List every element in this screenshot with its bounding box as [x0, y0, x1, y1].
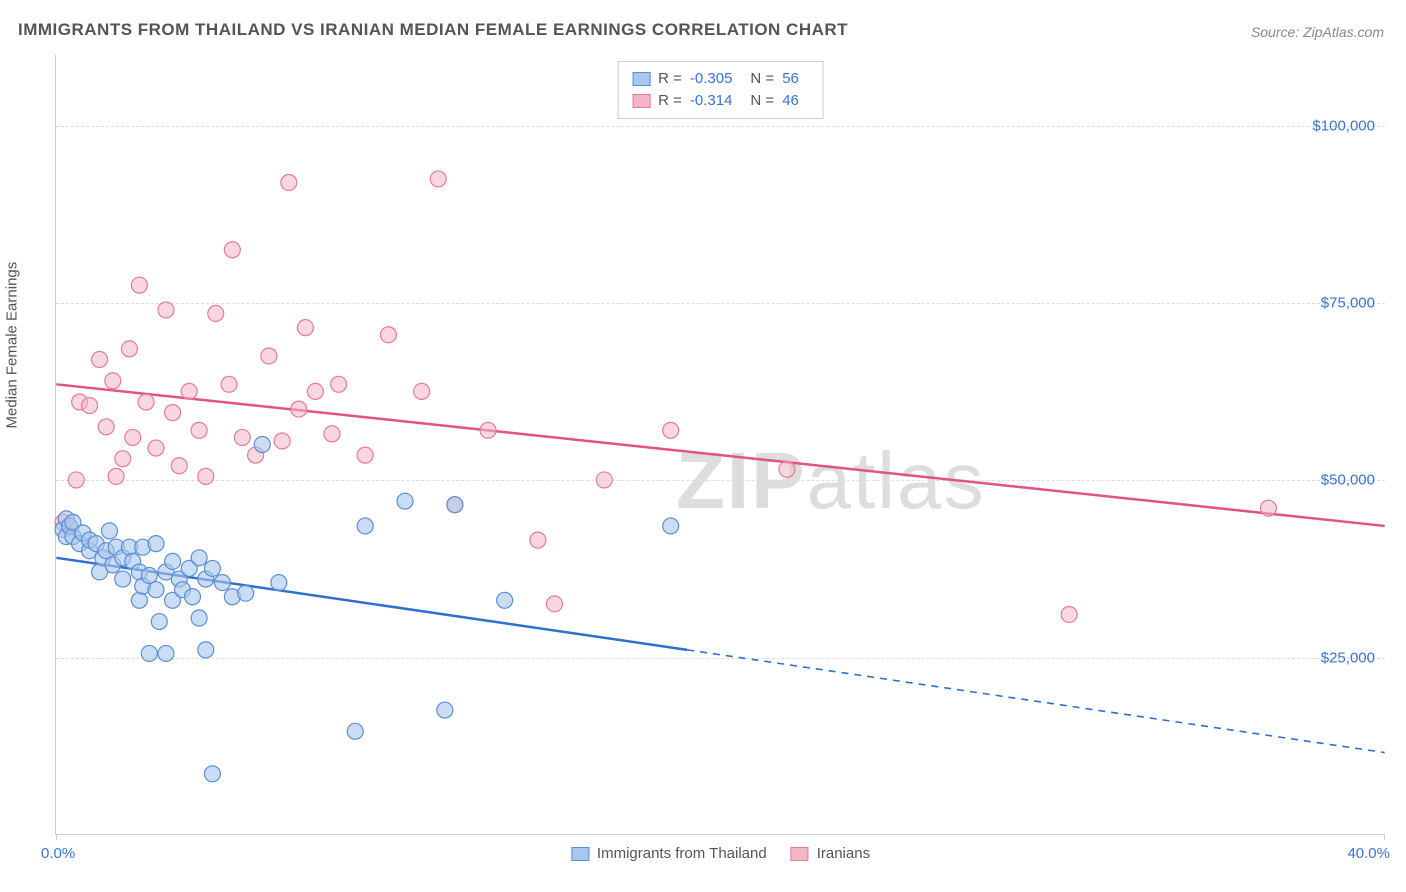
y-tick-label: $25,000 — [1321, 649, 1375, 666]
x-tick-label-right: 40.0% — [1347, 845, 1390, 862]
n-label-0: N = — [750, 68, 774, 90]
x-tick-label-left: 0.0% — [41, 845, 75, 862]
series-legend-item-0: Immigrants from Thailand — [571, 845, 767, 862]
y-axis-label: Median Female Earnings — [4, 262, 21, 429]
n-value-0: 56 — [782, 68, 799, 90]
r-value-0: -0.305 — [690, 68, 733, 90]
series-legend-item-1: Iranians — [791, 845, 870, 862]
swatch-series-0 — [632, 72, 650, 86]
stats-legend-row-1: R = -0.314 N = 46 — [632, 90, 809, 112]
n-label-1: N = — [750, 90, 774, 112]
plot-area: ZIPatlas R = -0.305 N = 56 R = -0.314 N … — [55, 55, 1385, 835]
swatch-series-1 — [632, 94, 650, 108]
series-name-0: Immigrants from Thailand — [597, 845, 767, 862]
y-tick-label: $50,000 — [1321, 472, 1375, 489]
stats-legend-row-0: R = -0.305 N = 56 — [632, 68, 809, 90]
series-name-1: Iranians — [817, 845, 870, 862]
y-tick-label: $100,000 — [1312, 117, 1375, 134]
swatch-bottom-0 — [571, 847, 589, 861]
n-value-1: 46 — [782, 90, 799, 112]
y-tick-label: $75,000 — [1321, 295, 1375, 312]
swatch-bottom-1 — [791, 847, 809, 861]
r-label-1: R = — [658, 90, 682, 112]
r-label-0: R = — [658, 68, 682, 90]
r-value-1: -0.314 — [690, 90, 733, 112]
source-attribution: Source: ZipAtlas.com — [1251, 24, 1384, 40]
chart-title: IMMIGRANTS FROM THAILAND VS IRANIAN MEDI… — [18, 20, 848, 40]
x-tick-mark-right — [1384, 834, 1385, 840]
plot-svg — [56, 55, 1385, 834]
chart-container: IMMIGRANTS FROM THAILAND VS IRANIAN MEDI… — [0, 0, 1406, 892]
stats-legend: R = -0.305 N = 56 R = -0.314 N = 46 — [617, 61, 824, 119]
series-legend: Immigrants from Thailand Iranians — [571, 845, 870, 862]
x-tick-mark-left — [56, 834, 57, 840]
